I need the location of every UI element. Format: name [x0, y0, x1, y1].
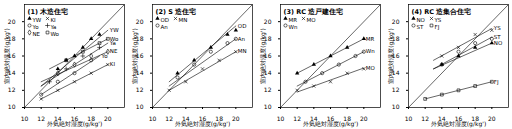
svg-text:14: 14 [7, 69, 16, 77]
svg-text:16: 16 [454, 114, 463, 122]
svg-text:室内絶対湿度(g/kg'): 室内絶対湿度(g/kg') [131, 28, 139, 83]
svg-text:NO: NO [494, 40, 503, 46]
svg-text:Yo: Yo [32, 24, 40, 30]
svg-text:Wn: Wn [366, 48, 375, 54]
svg-text:12: 12 [264, 86, 272, 93]
svg-text:ST: ST [494, 34, 501, 40]
svg-text:16: 16 [391, 51, 400, 59]
svg-text:14: 14 [182, 114, 190, 122]
svg-text:18: 18 [263, 34, 272, 42]
svg-text:YW: YW [109, 27, 119, 33]
svg-text:10: 10 [8, 103, 16, 110]
svg-text:ST: ST [417, 24, 424, 30]
svg-text:MN: MN [179, 17, 188, 23]
svg-text:室内絶対湿度(g/kg'): 室内絶対湿度(g/kg') [387, 28, 395, 83]
svg-text:20: 20 [8, 18, 16, 25]
svg-text:(2) S 造住宅: (2) S 造住宅 [156, 7, 197, 16]
svg-text:14: 14 [391, 69, 400, 77]
svg-text:18: 18 [215, 114, 223, 122]
svg-text:Wo: Wo [51, 31, 60, 37]
svg-text:MO: MO [307, 17, 317, 23]
svg-text:10: 10 [149, 115, 157, 122]
svg-text:Yo: Yo [101, 53, 109, 59]
svg-text:10: 10 [405, 115, 413, 122]
svg-text:12: 12 [293, 115, 301, 122]
svg-text:14: 14 [263, 69, 272, 77]
svg-text:16: 16 [70, 114, 79, 122]
svg-text:室内絶対湿度(g/kg'): 室内絶対湿度(g/kg') [259, 28, 267, 83]
svg-text:12: 12 [136, 86, 144, 93]
svg-text:Ya: Ya [50, 24, 57, 30]
svg-text:MR: MR [366, 36, 375, 42]
svg-text:14: 14 [310, 114, 318, 122]
svg-text:14: 14 [54, 114, 62, 122]
svg-text:OD: OD [161, 17, 170, 23]
svg-text:10: 10 [264, 103, 272, 110]
svg-text:12: 12 [37, 115, 45, 122]
svg-text:16: 16 [326, 114, 335, 122]
svg-text:16: 16 [198, 114, 207, 122]
svg-text:OD: OD [238, 23, 247, 29]
svg-text:MR: MR [289, 17, 298, 23]
svg-text:MN: MN [238, 48, 247, 54]
svg-text:KI: KI [110, 61, 116, 67]
svg-text:An: An [238, 36, 246, 42]
svg-text:16: 16 [135, 51, 144, 59]
svg-text:18: 18 [87, 114, 95, 122]
svg-text:10: 10 [277, 115, 285, 122]
svg-text:(3) RC 造戸建住宅: (3) RC 造戸建住宅 [284, 7, 344, 16]
svg-text:MO: MO [366, 65, 376, 71]
svg-text:14: 14 [135, 69, 144, 77]
svg-text:(1) 木造住宅: (1) 木造住宅 [28, 7, 69, 16]
svg-text:NE: NE [33, 31, 41, 37]
svg-text:12: 12 [392, 86, 400, 93]
svg-text:14: 14 [438, 114, 446, 122]
svg-text:18: 18 [343, 114, 351, 122]
svg-text:20: 20 [488, 115, 496, 122]
svg-text:Wn: Wn [289, 24, 298, 30]
svg-text:18: 18 [7, 34, 16, 42]
svg-text:20: 20 [264, 18, 272, 25]
svg-text:FJ: FJ [435, 24, 440, 31]
svg-text:18: 18 [471, 114, 479, 122]
svg-text:20: 20 [232, 115, 240, 122]
svg-text:20: 20 [392, 18, 400, 25]
svg-text:外気絶対湿度(g/kg'): 外気絶対湿度(g/kg') [431, 120, 486, 128]
svg-text:室内絶対湿度(g/kg'): 室内絶対湿度(g/kg') [3, 28, 11, 83]
svg-text:12: 12 [421, 115, 429, 122]
svg-text:(4) RC 造集合住宅: (4) RC 造集合住宅 [412, 7, 472, 16]
svg-text:10: 10 [21, 115, 29, 122]
svg-text:10: 10 [136, 103, 144, 110]
svg-text:FJ: FJ [494, 79, 499, 86]
svg-text:KI: KI [51, 17, 57, 23]
svg-text:12: 12 [8, 86, 16, 93]
svg-text:外気絶対湿度(g/kg'): 外気絶対湿度(g/kg') [303, 120, 358, 128]
svg-text:Wo: Wo [110, 36, 119, 42]
svg-text:外気絶対湿度(g/kg'): 外気絶対湿度(g/kg') [175, 120, 230, 128]
svg-text:20: 20 [360, 115, 368, 122]
svg-text:An: An [161, 24, 169, 30]
svg-text:NO: NO [417, 17, 426, 23]
svg-text:外気絶対湿度(g/kg'): 外気絶対湿度(g/kg') [47, 120, 102, 128]
svg-text:Ya: Ya [109, 39, 116, 46]
svg-text:YS: YS [493, 25, 501, 31]
svg-text:YS: YS [434, 17, 442, 23]
svg-text:10: 10 [392, 103, 400, 110]
svg-text:12: 12 [165, 115, 173, 122]
svg-text:20: 20 [104, 115, 112, 122]
svg-text:16: 16 [7, 51, 16, 59]
svg-text:20: 20 [136, 18, 144, 25]
svg-text:NE: NE [110, 48, 118, 54]
svg-text:16: 16 [263, 51, 272, 59]
svg-text:18: 18 [391, 34, 400, 42]
svg-text:18: 18 [135, 34, 144, 42]
svg-text:YW: YW [32, 17, 42, 23]
